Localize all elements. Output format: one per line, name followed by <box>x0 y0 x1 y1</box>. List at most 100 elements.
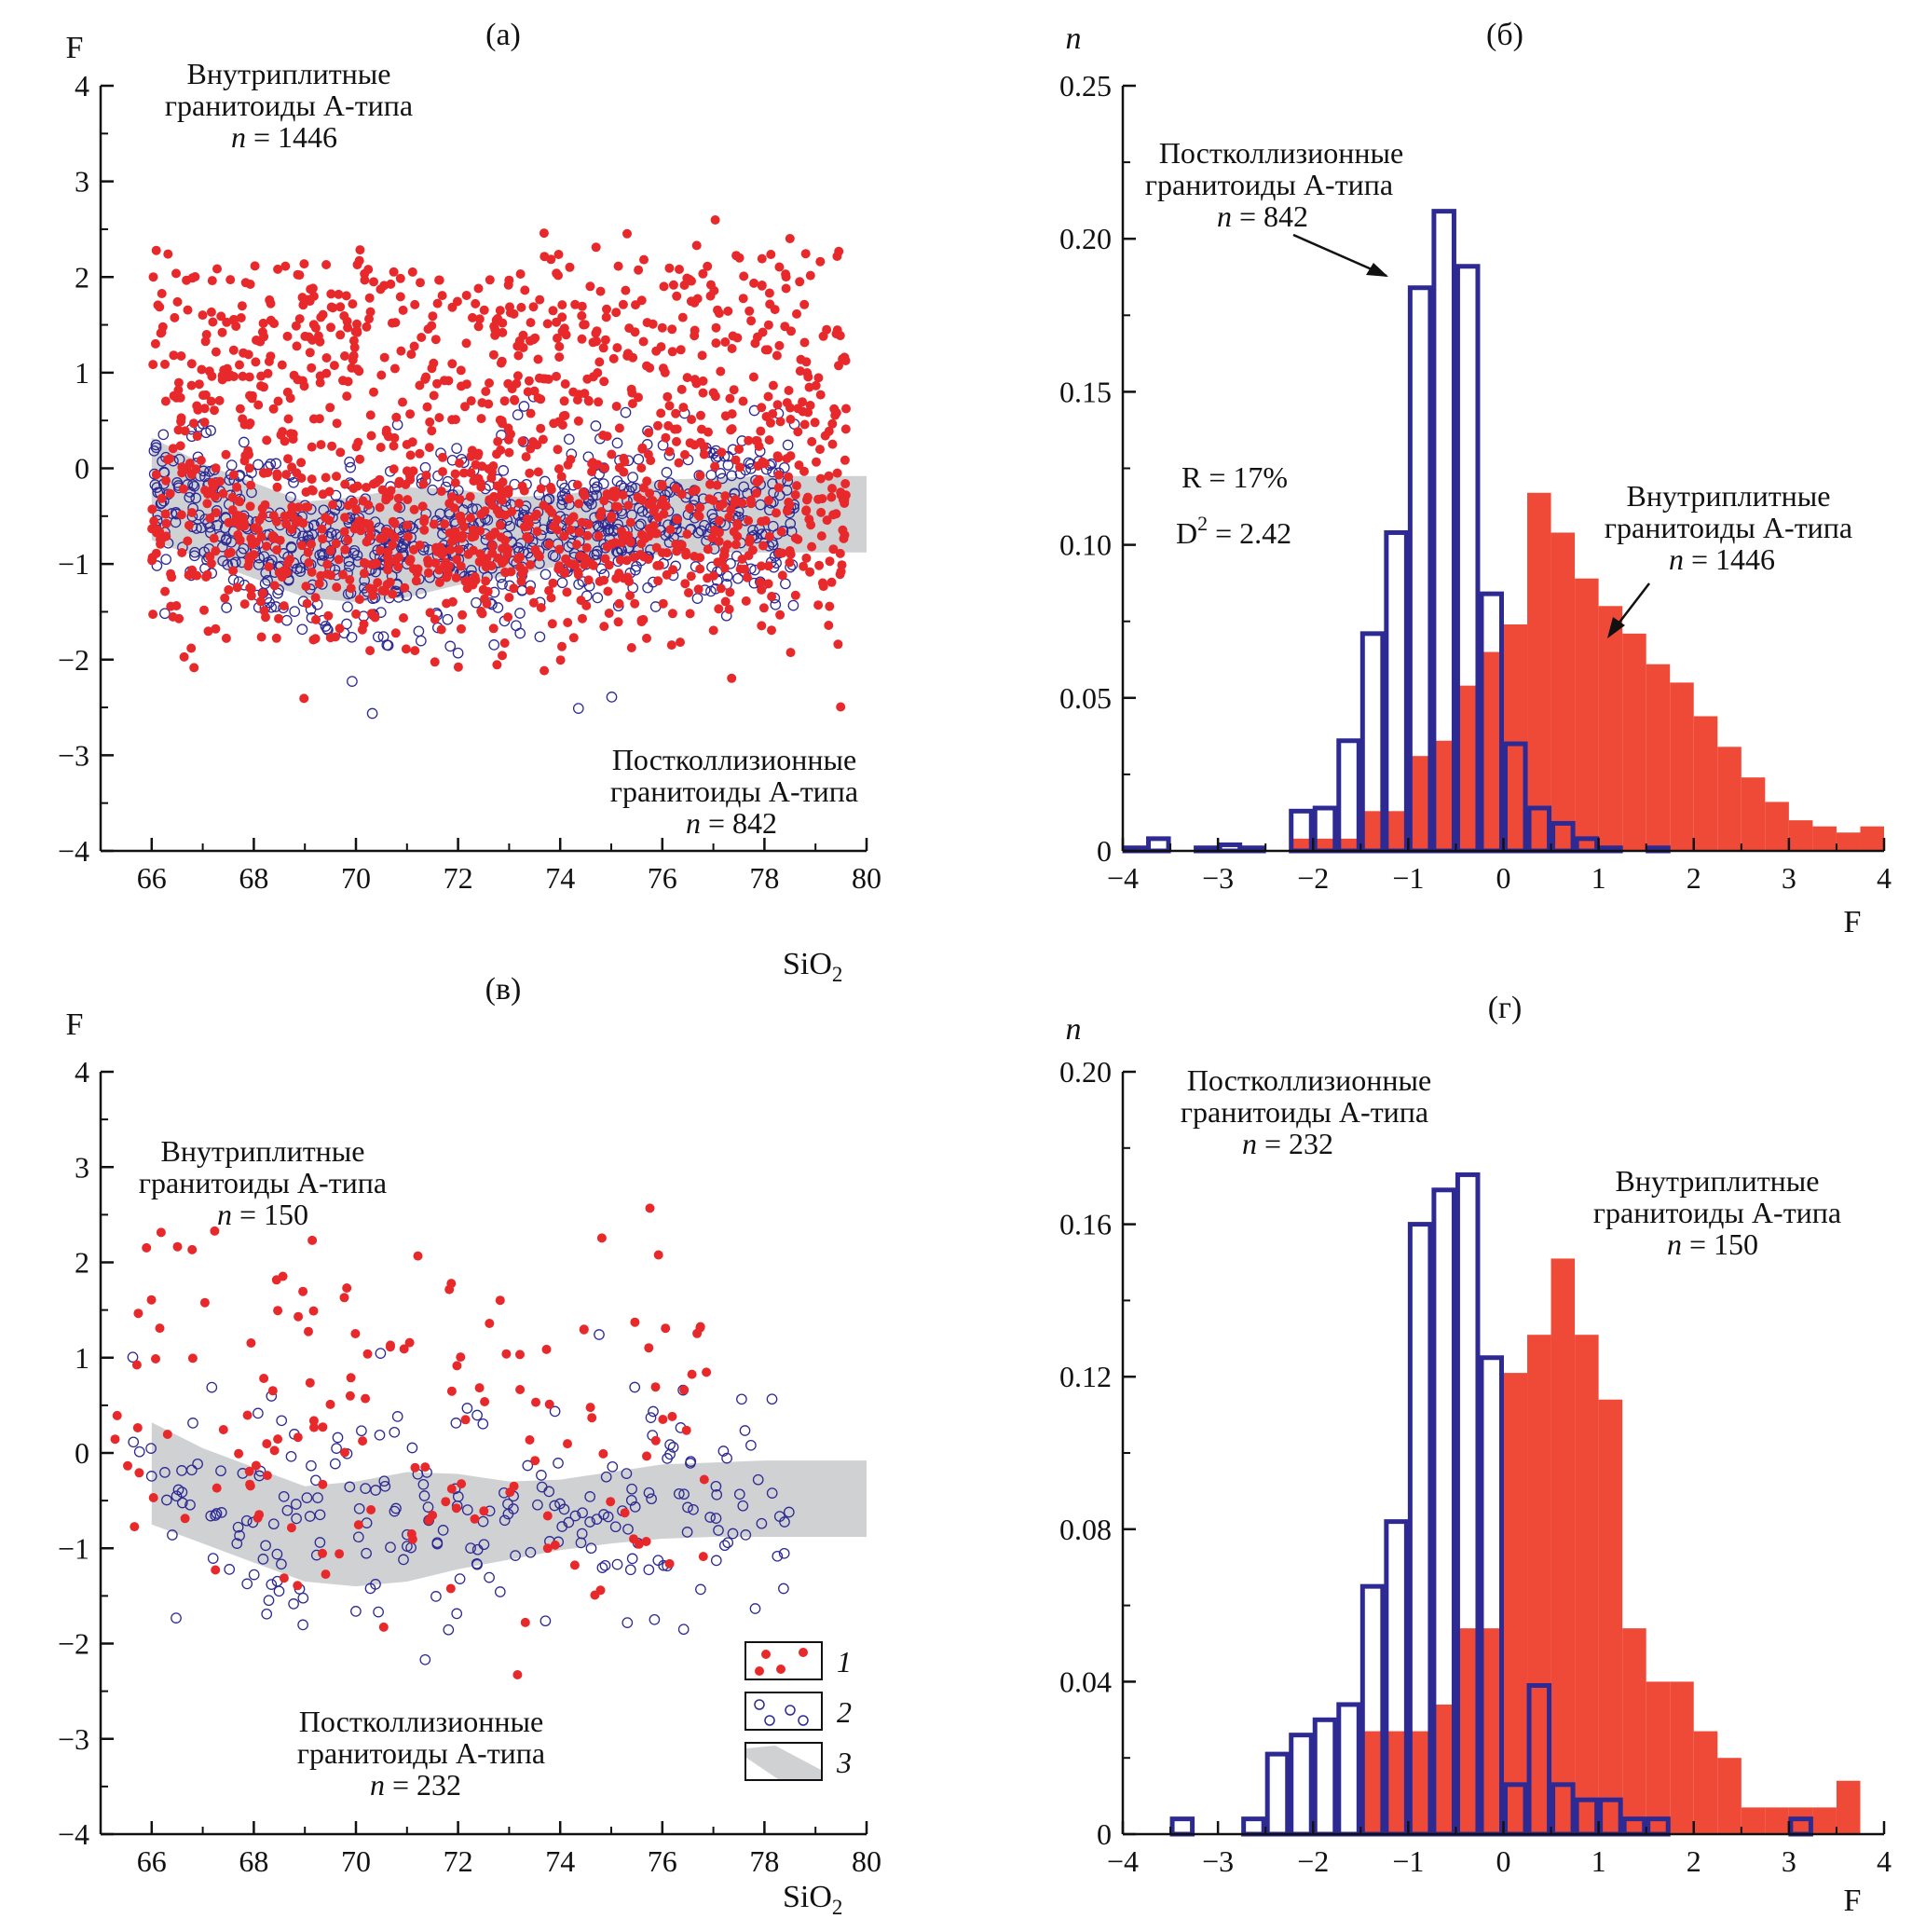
point-intraplate <box>345 575 355 584</box>
point-intraplate <box>445 545 456 555</box>
point-intraplate <box>132 1423 143 1432</box>
point-postcollision <box>266 1579 278 1590</box>
point-intraplate <box>614 423 624 433</box>
point-intraplate <box>588 458 598 468</box>
point-intraplate <box>303 502 313 512</box>
point-postcollision <box>478 1539 490 1551</box>
point-intraplate <box>340 544 350 555</box>
point-intraplate <box>500 542 511 553</box>
point-intraplate <box>244 552 254 562</box>
point-intraplate <box>766 250 776 259</box>
x-axis-label-main: SiO2 <box>783 1880 842 1919</box>
bar-postcollision <box>1146 836 1171 854</box>
point-intraplate <box>575 551 585 561</box>
point-intraplate <box>301 582 311 592</box>
point-intraplate <box>362 1349 373 1359</box>
point-intraplate <box>419 516 430 527</box>
legend-label-3: 3 <box>836 1746 852 1779</box>
point-intraplate <box>590 1590 600 1600</box>
point-postcollision <box>159 608 171 620</box>
point-intraplate <box>774 548 785 558</box>
point-intraplate <box>263 368 273 378</box>
x-tick-label: −3 <box>1202 1844 1234 1878</box>
point-postcollision <box>465 1542 476 1554</box>
point-intraplate <box>570 299 581 309</box>
point-postcollision <box>514 608 526 619</box>
n-value: = 232 <box>385 1768 461 1802</box>
point-intraplate <box>698 1552 708 1562</box>
point-postcollision <box>291 1513 302 1525</box>
point-intraplate <box>676 345 686 355</box>
point-intraplate <box>391 412 402 422</box>
point-intraplate <box>152 528 162 538</box>
point-intraplate <box>532 440 542 450</box>
point-postcollision <box>499 1514 511 1527</box>
point-intraplate <box>763 561 773 571</box>
bar-intraplate <box>1741 1807 1766 1834</box>
point-postcollision <box>304 1511 316 1522</box>
point-intraplate <box>211 347 221 357</box>
point-intraplate <box>402 440 412 449</box>
point-postcollision <box>321 623 333 635</box>
point-intraplate <box>340 351 349 361</box>
point-postcollision <box>611 437 623 449</box>
point-intraplate <box>461 291 471 300</box>
point-intraplate <box>557 300 567 310</box>
point-intraplate <box>405 409 416 419</box>
point-intraplate <box>425 608 435 618</box>
point-intraplate <box>840 356 851 365</box>
point-intraplate <box>210 405 219 416</box>
point-intraplate <box>343 535 353 545</box>
point-intraplate <box>682 529 692 540</box>
point-intraplate <box>184 570 194 581</box>
point-intraplate <box>705 291 716 301</box>
point-intraplate <box>348 350 359 361</box>
point-postcollision <box>215 1465 226 1477</box>
point-intraplate <box>255 596 266 607</box>
annotation-intraplate: Внутриплитные гранитоиды А-типа n = 1446 <box>1605 479 1852 576</box>
point-intraplate <box>774 262 785 272</box>
annotation-postcollision: Постколлизионные гранитоиды А-типа n = 2… <box>1181 1063 1431 1160</box>
point-intraplate <box>572 540 581 550</box>
point-intraplate <box>339 527 349 537</box>
point-intraplate <box>177 462 187 473</box>
point-intraplate <box>792 308 801 319</box>
point-intraplate <box>767 625 776 636</box>
point-intraplate <box>112 1410 122 1420</box>
y-tick-label: −2 <box>58 1627 89 1661</box>
point-intraplate <box>205 552 215 562</box>
point-intraplate <box>661 432 671 443</box>
bar-postcollision <box>1384 529 1409 854</box>
point-intraplate <box>690 440 700 450</box>
point-intraplate <box>634 392 643 403</box>
point-intraplate <box>123 1460 132 1471</box>
point-intraplate <box>782 506 792 516</box>
point-intraplate <box>512 1670 523 1679</box>
point-intraplate <box>470 572 480 582</box>
n-symbol: n <box>1242 1127 1257 1160</box>
point-intraplate <box>192 570 202 581</box>
point-intraplate <box>456 1352 466 1363</box>
n-value: = 842 <box>701 806 777 840</box>
point-intraplate <box>743 572 752 582</box>
point-intraplate <box>450 535 460 544</box>
point-intraplate <box>469 476 479 486</box>
point-postcollision <box>190 492 202 504</box>
point-intraplate <box>623 349 633 359</box>
point-intraplate <box>785 549 796 559</box>
point-postcollision <box>184 491 196 503</box>
point-intraplate <box>731 251 742 261</box>
point-postcollision <box>577 1507 588 1519</box>
point-intraplate <box>299 259 309 269</box>
point-intraplate <box>744 435 754 445</box>
point-intraplate <box>445 1583 456 1594</box>
y-tick-label: 0 <box>75 452 89 486</box>
bar-intraplate <box>1646 664 1671 851</box>
point-intraplate <box>542 1543 553 1554</box>
bar-intraplate <box>1646 1681 1671 1834</box>
point-intraplate <box>355 245 365 255</box>
point-postcollision <box>261 1608 273 1620</box>
point-intraplate <box>489 322 499 332</box>
point-intraplate <box>259 1374 269 1383</box>
point-intraplate <box>498 558 507 569</box>
